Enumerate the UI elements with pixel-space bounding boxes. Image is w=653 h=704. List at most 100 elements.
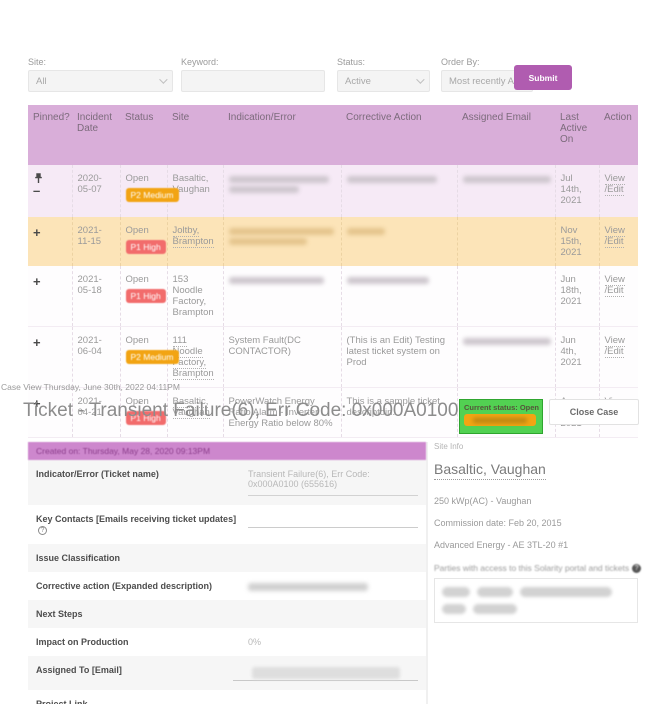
site-info-label: Site Info [434, 442, 464, 451]
status-filter-value: Active [345, 75, 371, 87]
status-text: Open [125, 173, 149, 184]
help-icon[interactable]: ? [38, 526, 47, 535]
indication-error-redacted [223, 165, 342, 217]
status-text: Open [125, 396, 149, 407]
access-parties-tags [434, 578, 638, 623]
site-capacity: 250 kWp(AC) - Vaughan [434, 496, 532, 506]
priority-badge: P1 High [125, 240, 166, 254]
field-label: Impact on Production [36, 637, 129, 647]
site-name: 153 Noodle Factory, Brampton [167, 266, 224, 327]
chevron-down-icon [416, 75, 425, 84]
view-link[interactable]: View [604, 225, 625, 237]
corrective-action: This is a sample ticket descriptoin. [341, 387, 458, 438]
status-filter: Status: Active [337, 57, 430, 92]
col-pinned: Pinned? [28, 105, 72, 165]
form-row-corrective-action: Corrective action (Expanded description) [28, 572, 426, 600]
pushpin-icon [33, 173, 45, 187]
form-row-assigned-to: Assigned To [Email] [28, 656, 426, 690]
filter-bar: Site: All Keyword: Status: Active Order … [0, 57, 653, 92]
keyword-input[interactable] [181, 70, 325, 92]
site-link[interactable]: Joltby, Brampton [172, 225, 214, 248]
corrective-action-redacted [341, 165, 458, 217]
form-row-impact: Impact on Production 0% [28, 628, 426, 656]
incident-date: 2021-04-21 [72, 387, 121, 438]
edit-link[interactable]: /Edit [604, 285, 624, 297]
form-row-key-contacts: Key Contacts [Emails receiving ticket up… [28, 505, 426, 544]
site-info-panel: Site Info Basaltic, Vaughan 250 kWp(AC) … [434, 442, 644, 623]
priority-badge: P1 High [125, 289, 166, 303]
col-site: Site [167, 105, 223, 165]
col-corrective-action: Corrective Action [341, 105, 457, 165]
view-link[interactable]: View [604, 274, 625, 286]
chevron-down-icon [159, 75, 168, 84]
order-by-filter-value: Most recently A... [449, 75, 520, 87]
corrective-action-redacted [341, 217, 458, 266]
site-link[interactable]: Basaltic, Vaughan [172, 396, 210, 419]
table-row: + 2021-11-15 Open P1 High Joltby, Brampt… [28, 217, 638, 266]
field-label: Project Link [36, 699, 88, 704]
form-row-next-steps: Next Steps [28, 600, 426, 628]
status-filter-label: Status: [337, 57, 366, 67]
view-link[interactable]: View [604, 335, 625, 347]
table-row: – 2020-05-07 Open P2 Medium Basaltic, Va… [28, 165, 638, 217]
corrective-action-redacted [341, 266, 458, 327]
corrective-action: (This is an Edit) Testing latest ticket … [341, 326, 458, 388]
site-name-link[interactable]: Basaltic, Vaughan [434, 461, 546, 480]
table-header-row: Pinned? Incident Date Status Site Indica… [28, 105, 638, 165]
submit-button[interactable]: Submit [514, 65, 572, 90]
pin-button[interactable]: + [33, 274, 41, 289]
incident-date: 2021-05-18 [72, 266, 121, 327]
access-tag-redacted [520, 587, 612, 597]
indication-error-redacted [223, 217, 342, 266]
pin-button[interactable]: + [33, 396, 41, 411]
tickets-table: Pinned? Incident Date Status Site Indica… [28, 105, 638, 438]
table-row: + 2021-06-04 Open P2 Medium 111 Noodle F… [28, 326, 638, 388]
site-link[interactable]: 111 Noodle Factory, Brampton [172, 335, 214, 380]
field-label-text: Key Contacts [Emails receiving ticket up… [36, 514, 237, 524]
unpin-button[interactable]: – [33, 183, 41, 198]
priority-badge: P2 Medium [125, 350, 179, 364]
case-view-caption: Case View Thursday, June 30th, 2022 04:1… [1, 382, 180, 392]
incident-date: 2021-11-15 [72, 217, 121, 266]
site-filter: Site: All [28, 57, 173, 92]
site-filter-select[interactable]: All [28, 70, 173, 92]
incident-date: 2021-06-04 [72, 326, 121, 388]
status-text: Open [125, 274, 149, 285]
table-row: + 2021-05-18 Open P1 High 153 Noodle Fac… [28, 266, 638, 327]
indication-error: System Fault(DC CONTACTOR) [223, 326, 342, 388]
close-case-button[interactable]: Close Case [549, 399, 639, 425]
priority-badge: P2 Medium [125, 188, 179, 202]
field-label: Issue Classification [36, 553, 121, 563]
last-active-on: Nov 15th, 2021 [555, 217, 600, 266]
col-incident-date: Incident Date [72, 105, 120, 165]
edit-link[interactable]: /Edit [604, 236, 624, 248]
form-row-issue-classification: Issue Classification [28, 544, 426, 572]
priority-badge: P1 High [125, 411, 166, 425]
impact-on-production-value[interactable]: 0% [248, 637, 262, 647]
status-text: Open [125, 335, 149, 346]
last-active-on: Jun 18th, 2021 [555, 266, 600, 327]
view-link[interactable]: View [604, 173, 625, 185]
last-active-on: Jul 14th, 2021 [555, 165, 600, 217]
edit-link[interactable]: /Edit [604, 184, 624, 196]
key-contacts-input[interactable] [248, 514, 418, 528]
status-filter-select[interactable]: Active [337, 70, 430, 92]
edit-link[interactable]: /Edit [604, 346, 624, 358]
pin-button[interactable]: + [33, 225, 41, 240]
assigned-to-input[interactable] [233, 665, 418, 681]
access-tag-redacted [442, 587, 470, 597]
field-label: Key Contacts [Emails receiving ticket up… [36, 514, 248, 535]
col-indication-error: Indication/Error [223, 105, 341, 165]
access-parties-label: Parties with access to this Solarity por… [434, 563, 644, 573]
corrective-action-value-redacted[interactable] [248, 581, 418, 591]
field-label: Corrective action (Expanded description) [36, 581, 213, 591]
pin-button[interactable]: + [33, 335, 41, 350]
help-icon[interactable]: ? [632, 563, 642, 573]
col-assigned-email: Assigned Email [457, 105, 555, 165]
current-status-text: Current status: Open [464, 403, 540, 412]
site-filter-label: Site: [28, 57, 47, 67]
keyword-filter-label: Keyword: [181, 57, 219, 67]
indicator-error-value[interactable]: Transient Failure(6), Err Code: 0x000A01… [248, 469, 418, 496]
assigned-email-redacted [457, 326, 556, 388]
